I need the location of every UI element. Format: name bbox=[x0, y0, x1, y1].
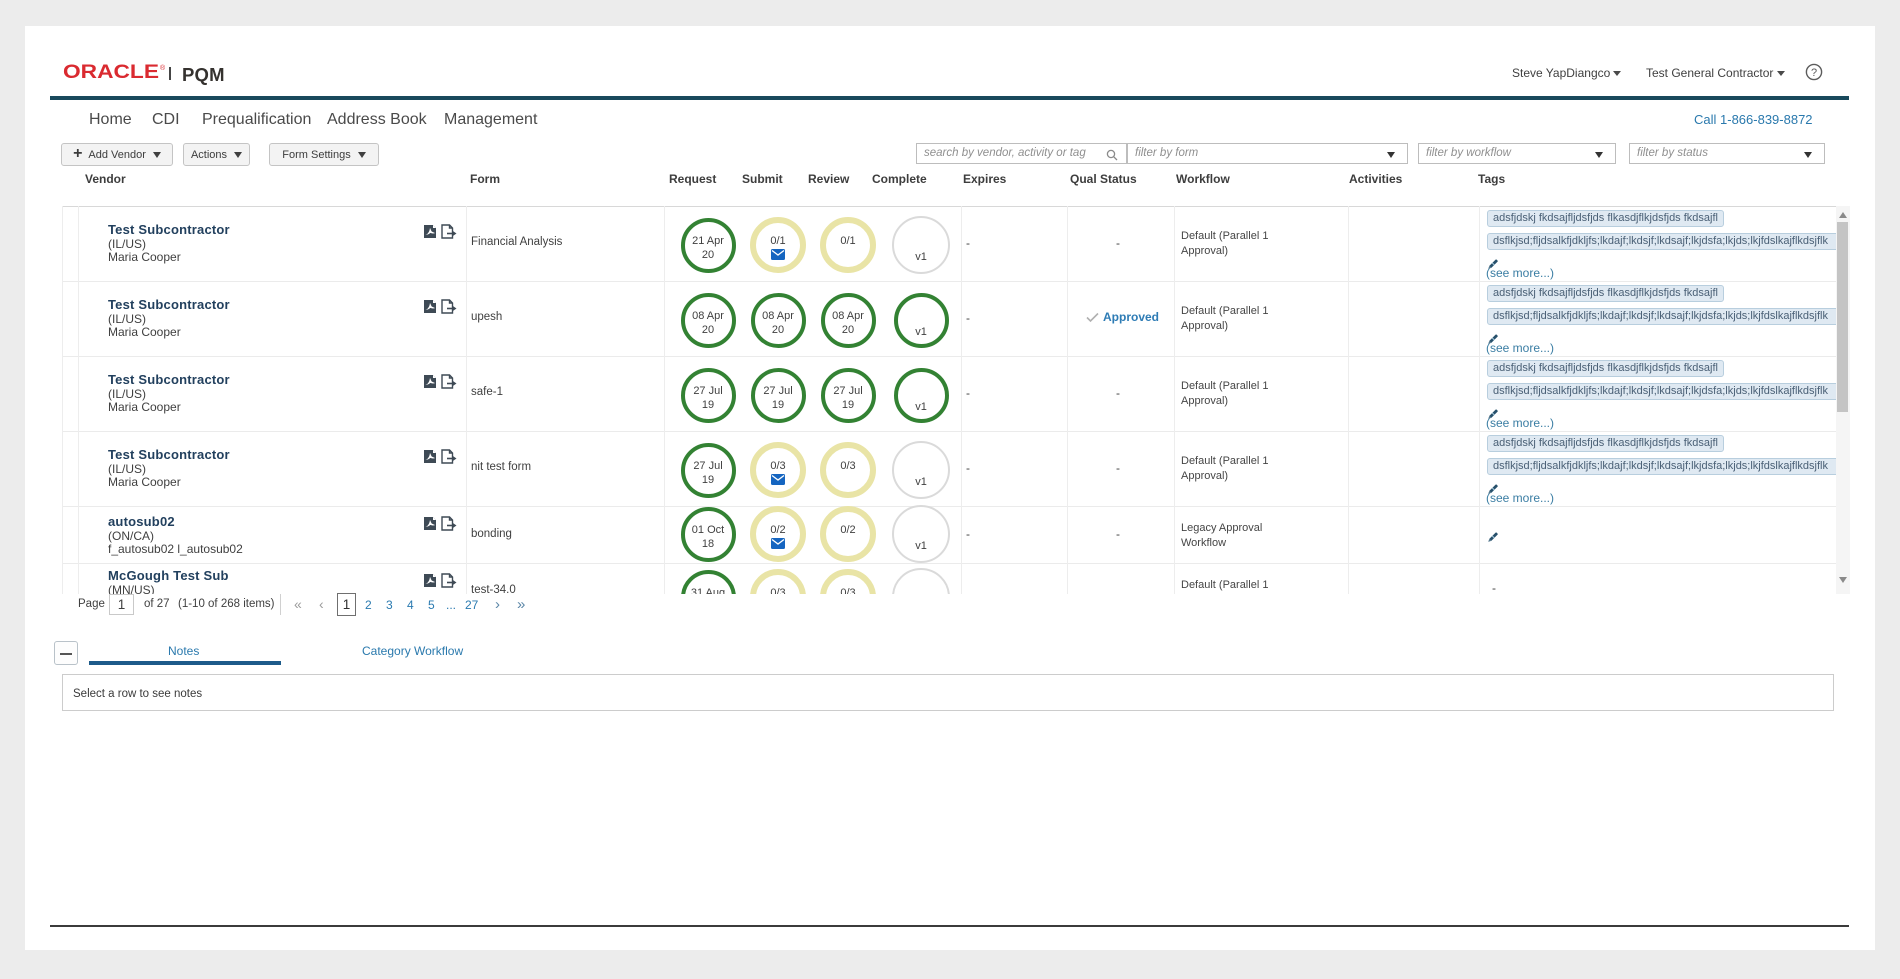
svg-text:®: ® bbox=[160, 64, 166, 72]
svg-text:ORACLE: ORACLE bbox=[63, 61, 159, 83]
svg-text:?: ? bbox=[1811, 67, 1817, 79]
